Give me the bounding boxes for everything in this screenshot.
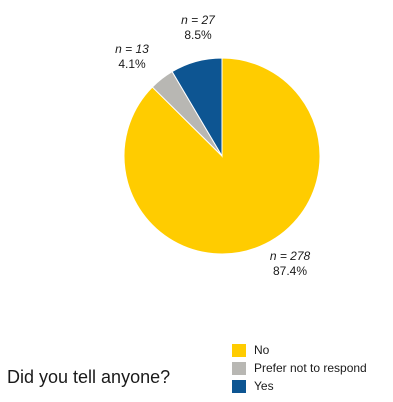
pie-slice-yes <box>171 57 223 158</box>
slice-label-no: n = 278 87.4% <box>256 249 324 279</box>
slice-label-no-n: n = 278 <box>269 249 311 263</box>
legend-swatch-no <box>232 343 246 357</box>
slice-label-prefer-not-n: n = 13 <box>115 42 149 56</box>
slice-label-no-percent: 87.4% <box>272 264 308 278</box>
legend: No Prefer not to respond Yes <box>232 341 367 395</box>
legend-label-prefer-not: Prefer not to respond <box>254 361 367 375</box>
slice-label-yes-n: n = 27 <box>181 13 215 27</box>
chart-title: Did you tell anyone? <box>7 367 171 387</box>
slice-label-yes-percent: 8.5% <box>184 28 212 42</box>
legend-item-yes: Yes <box>232 377 367 395</box>
legend-swatch-yes <box>232 379 246 393</box>
legend-label-no: No <box>254 343 270 357</box>
legend-item-no: No <box>232 341 367 359</box>
legend-item-prefer-not: Prefer not to respond <box>232 359 367 377</box>
legend-swatch-prefer-not <box>232 361 246 375</box>
slice-label-prefer-not: n = 13 4.1% <box>106 42 158 72</box>
slice-label-prefer-not-percent: 4.1% <box>118 57 146 71</box>
legend-label-yes: Yes <box>254 379 274 393</box>
slice-label-yes: n = 27 8.5% <box>168 13 228 43</box>
